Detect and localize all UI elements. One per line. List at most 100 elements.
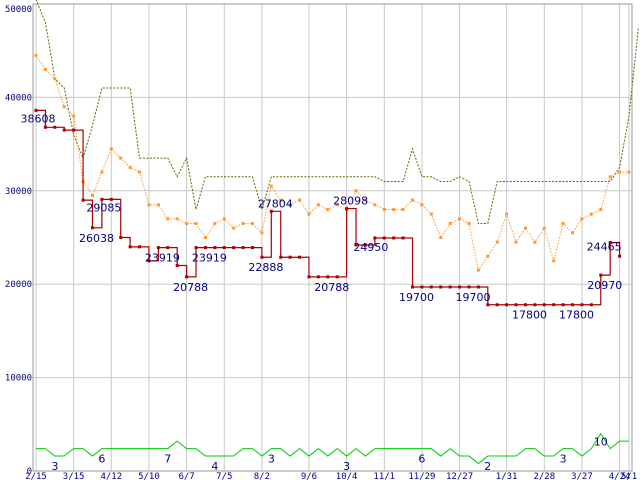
data-label-count: 3 bbox=[51, 460, 58, 473]
data-label-count: 7 bbox=[164, 453, 171, 466]
series-point-avg bbox=[458, 217, 462, 221]
data-label-price: 28098 bbox=[333, 195, 368, 208]
series-point-price bbox=[326, 275, 330, 279]
series-point-price bbox=[608, 240, 612, 244]
series-point-avg bbox=[476, 268, 480, 272]
data-label-count: 10 bbox=[594, 436, 608, 449]
series-point-price bbox=[458, 285, 462, 289]
series-point-price bbox=[156, 246, 160, 250]
series-point-price bbox=[250, 246, 254, 250]
series-point-avg bbox=[279, 198, 283, 202]
x-tick-label: 3/15 bbox=[63, 472, 85, 480]
series-point-avg bbox=[185, 221, 189, 225]
data-label-price: 22888 bbox=[248, 261, 283, 274]
data-label-count: 6 bbox=[98, 453, 105, 466]
series-point-price bbox=[213, 246, 217, 250]
x-tick-label: 12/27 bbox=[446, 472, 473, 480]
series-point-avg bbox=[354, 189, 358, 193]
data-label-price: 27804 bbox=[258, 197, 293, 210]
series-point-avg bbox=[213, 221, 217, 225]
x-tick-label: 2/15 bbox=[25, 472, 47, 480]
series-point-price bbox=[542, 303, 546, 307]
series-point-avg bbox=[561, 221, 565, 225]
x-tick-label: 10/4 bbox=[336, 472, 358, 480]
series-point-avg bbox=[288, 203, 292, 207]
y-tick-label: 20000 bbox=[5, 280, 32, 290]
series-point-avg bbox=[128, 165, 132, 169]
series-point-price bbox=[185, 275, 189, 279]
data-label-price: 20788 bbox=[173, 281, 208, 294]
series-point-price bbox=[119, 236, 123, 239]
series-point-avg bbox=[241, 221, 245, 225]
series-point-avg bbox=[232, 226, 236, 230]
series-point-avg bbox=[599, 207, 603, 211]
series-point-price bbox=[260, 255, 264, 259]
series-point-price bbox=[571, 303, 575, 307]
series-point-avg bbox=[43, 67, 47, 71]
series-point-avg bbox=[109, 147, 113, 151]
data-label-price: 23919 bbox=[145, 252, 180, 265]
series-point-price bbox=[373, 236, 377, 240]
series-point-avg bbox=[147, 203, 151, 207]
series-point-avg bbox=[542, 226, 546, 230]
series-point-avg bbox=[618, 170, 622, 174]
series-point-price bbox=[514, 303, 518, 307]
x-tick-label: 7/5 bbox=[216, 472, 232, 480]
series-point-price bbox=[411, 285, 415, 289]
series-point-avg bbox=[373, 203, 377, 207]
series-point-avg bbox=[203, 236, 207, 239]
series-line-max bbox=[35, 0, 639, 224]
x-tick-label: 4/12 bbox=[100, 472, 122, 480]
series-point-avg bbox=[608, 175, 612, 179]
series-point-avg bbox=[34, 53, 38, 57]
series-point-price bbox=[523, 303, 527, 307]
series-point-avg bbox=[495, 240, 499, 244]
series-point-price bbox=[382, 236, 386, 240]
series-point-price bbox=[580, 303, 584, 307]
series-point-avg bbox=[589, 212, 593, 216]
series-line-avg bbox=[35, 55, 629, 272]
y-tick-label: 10000 bbox=[5, 374, 32, 384]
x-tick-label: 11/29 bbox=[408, 472, 435, 480]
series-point-price bbox=[53, 125, 57, 129]
data-label-price: 38608 bbox=[21, 112, 56, 125]
y-tick-label: 50000 bbox=[5, 5, 32, 15]
series-point-avg bbox=[307, 212, 311, 216]
series-point-avg bbox=[382, 207, 386, 211]
series-point-price bbox=[345, 207, 349, 211]
y-tick-label: 30000 bbox=[5, 187, 32, 197]
data-label-price: 19700 bbox=[455, 291, 490, 304]
series-point-price bbox=[335, 275, 339, 279]
series-point-avg bbox=[100, 170, 104, 174]
series-point-avg bbox=[392, 207, 396, 211]
series-point-price bbox=[307, 275, 311, 279]
series-line-count bbox=[36, 432, 629, 465]
series-point-avg bbox=[523, 226, 527, 230]
plot-frame bbox=[32, 3, 633, 472]
x-tick-label: 6/7 bbox=[178, 472, 194, 480]
x-axis-ticks: 2/15 3/15 4/12 5/10 6/7 7/5 8/2 9/6 10/4 11/1 11/2… bbox=[25, 472, 637, 480]
series-point-price bbox=[100, 197, 104, 201]
series-point-price bbox=[354, 243, 358, 247]
x-tick-label: 9/6 bbox=[301, 472, 317, 480]
series-point-avg bbox=[90, 193, 94, 197]
plot-border bbox=[32, 3, 633, 472]
series-point-avg bbox=[420, 203, 424, 207]
data-label-count: 2 bbox=[484, 460, 491, 473]
series-point-price bbox=[552, 303, 556, 307]
series-point-price bbox=[175, 264, 179, 268]
y-tick-label: 40000 bbox=[5, 93, 32, 103]
series-point-price bbox=[222, 246, 226, 250]
series-point-price bbox=[439, 285, 443, 289]
series-point-avg bbox=[156, 203, 160, 207]
x-tick-label: 8/2 bbox=[254, 472, 270, 480]
series-point-avg bbox=[269, 184, 273, 188]
series-point-price bbox=[505, 303, 509, 307]
series-point-avg bbox=[580, 217, 584, 221]
series-point-avg bbox=[467, 221, 471, 225]
x-tick-label: 5/10 bbox=[138, 472, 160, 480]
series-point-avg bbox=[326, 207, 330, 211]
series-point-avg bbox=[119, 156, 123, 160]
series-point-price bbox=[43, 125, 47, 129]
